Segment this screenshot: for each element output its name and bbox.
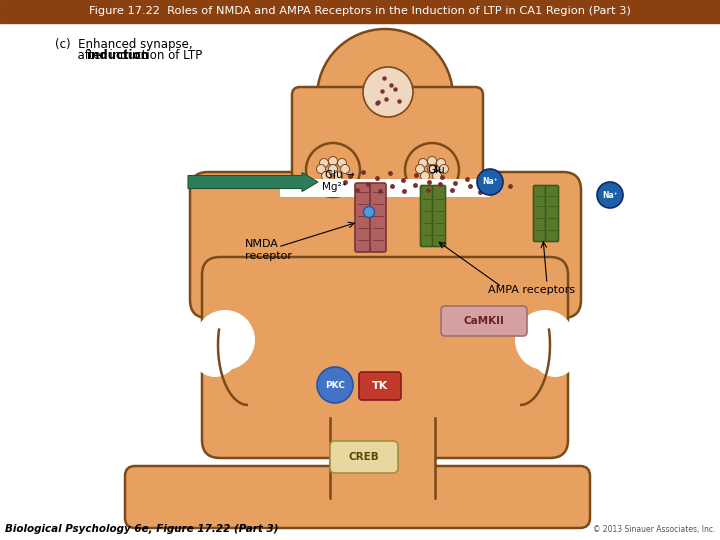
FancyBboxPatch shape: [433, 186, 446, 246]
Bar: [225, 260, 545, 400]
Text: Na⁺: Na⁺: [602, 191, 618, 199]
FancyBboxPatch shape: [125, 466, 590, 528]
Bar: [0, 0, 720, 23]
FancyBboxPatch shape: [355, 183, 371, 252]
Circle shape: [515, 310, 575, 370]
Circle shape: [433, 172, 441, 180]
Circle shape: [317, 165, 325, 173]
Circle shape: [195, 310, 255, 370]
FancyBboxPatch shape: [359, 372, 401, 400]
Circle shape: [364, 206, 374, 218]
Text: TK: TK: [372, 381, 388, 391]
Text: NMDA
receptor: NMDA receptor: [245, 239, 292, 261]
FancyBboxPatch shape: [292, 87, 483, 193]
Text: (c)  Enhanced synapse,: (c) Enhanced synapse,: [55, 38, 193, 51]
Circle shape: [428, 165, 436, 173]
Circle shape: [533, 333, 577, 377]
Bar: [310, 192, 460, 197]
Bar: [332, 468, 434, 498]
Text: Na⁺: Na⁺: [482, 178, 498, 186]
Circle shape: [363, 67, 413, 117]
Circle shape: [428, 157, 436, 165]
Circle shape: [320, 159, 328, 167]
Circle shape: [322, 172, 330, 180]
Circle shape: [439, 165, 449, 173]
FancyBboxPatch shape: [190, 172, 581, 318]
Circle shape: [328, 165, 338, 173]
Text: AMPA receptors: AMPA receptors: [488, 285, 575, 295]
Circle shape: [333, 172, 343, 180]
Circle shape: [193, 333, 237, 377]
Circle shape: [436, 159, 446, 167]
FancyArrow shape: [188, 172, 318, 192]
Text: Glu →: Glu →: [325, 170, 355, 180]
Circle shape: [415, 165, 425, 173]
Text: CaMKII: CaMKII: [464, 316, 505, 326]
Text: Biological Psychology 6e, Figure 17.22 (Part 3): Biological Psychology 6e, Figure 17.22 (…: [5, 524, 279, 534]
Bar: [315, 95, 460, 165]
FancyBboxPatch shape: [370, 183, 386, 252]
Text: after induction of LTP: after induction of LTP: [55, 49, 202, 62]
FancyBboxPatch shape: [534, 186, 546, 241]
FancyBboxPatch shape: [330, 441, 398, 473]
Text: © 2013 Sinauer Associates, Inc.: © 2013 Sinauer Associates, Inc.: [593, 525, 715, 534]
Circle shape: [418, 159, 428, 167]
Circle shape: [405, 143, 459, 197]
Bar: [330, 418, 435, 498]
FancyBboxPatch shape: [202, 257, 568, 458]
FancyBboxPatch shape: [420, 186, 433, 246]
Circle shape: [317, 367, 353, 403]
Circle shape: [328, 157, 338, 165]
Text: Mg²⁺: Mg²⁺: [322, 182, 347, 192]
FancyBboxPatch shape: [546, 186, 559, 241]
Circle shape: [317, 29, 453, 165]
Circle shape: [341, 165, 349, 173]
Text: Glu: Glu: [427, 165, 445, 175]
Text: PKC: PKC: [325, 381, 345, 389]
Text: CREB: CREB: [348, 452, 379, 462]
FancyBboxPatch shape: [441, 306, 527, 336]
Circle shape: [597, 182, 623, 208]
Circle shape: [477, 169, 503, 195]
Text: Figure 17.22  Roles of NMDA and AMPA Receptors in the Induction of LTP in CA1 Re: Figure 17.22 Roles of NMDA and AMPA Rece…: [89, 6, 631, 17]
Text: induction: induction: [87, 49, 149, 62]
Bar: [280, 179, 490, 197]
Circle shape: [420, 172, 430, 180]
Circle shape: [306, 143, 360, 197]
Circle shape: [338, 159, 346, 167]
